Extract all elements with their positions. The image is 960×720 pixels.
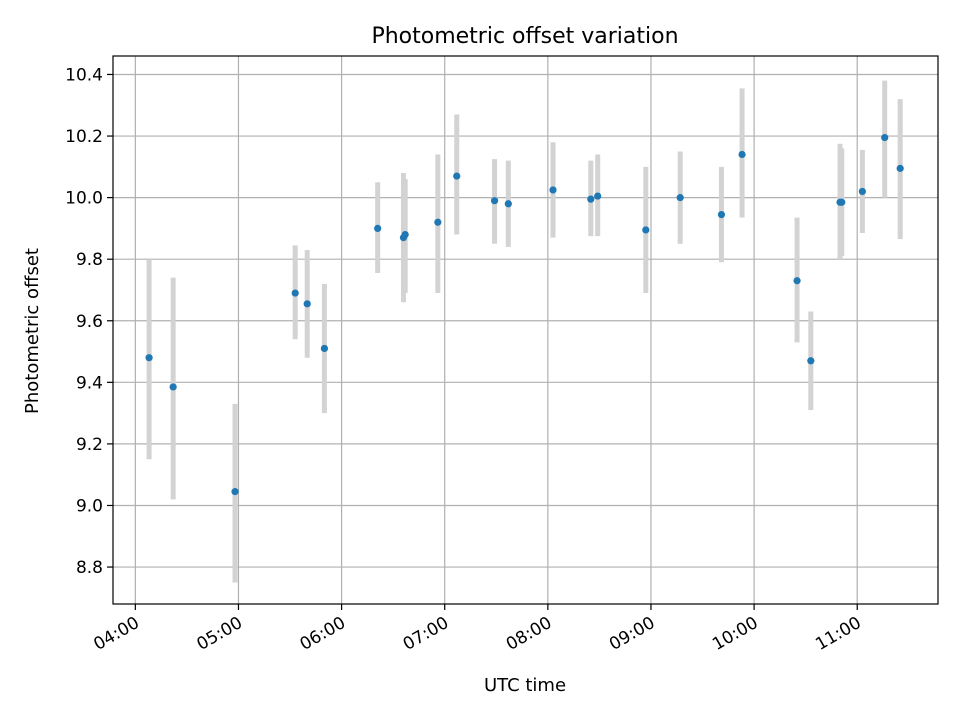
y-tick-label: 9.0 (76, 496, 103, 516)
data-point (320, 344, 329, 353)
data-point (401, 230, 409, 239)
x-tick-label: 10:00 (709, 613, 761, 655)
x-tick-label: 11:00 (812, 613, 864, 655)
data-points (145, 133, 904, 496)
data-point (793, 277, 801, 285)
x-tick-label: 06:00 (297, 613, 349, 655)
error-bars (146, 80, 903, 583)
x-axis-label: UTC time (484, 675, 566, 696)
data-point (642, 226, 650, 234)
data-point (587, 195, 595, 203)
y-tick-label: 9.8 (76, 250, 103, 270)
grid-lines (113, 56, 938, 604)
data-point (169, 383, 177, 391)
x-tick-label: 09:00 (606, 613, 658, 655)
y-tick-label: 10.2 (65, 127, 103, 147)
data-point (374, 224, 382, 233)
data-point (434, 218, 442, 226)
x-tick-label: 07:00 (400, 613, 452, 655)
chart-title: Photometric offset variation (371, 24, 678, 49)
x-tick-label: 08:00 (503, 613, 555, 655)
y-tick-label: 8.8 (76, 558, 103, 578)
data-point (490, 197, 499, 205)
data-point (896, 164, 904, 172)
data-point (738, 150, 746, 159)
x-tick-label: 05:00 (194, 613, 246, 655)
data-point (303, 300, 311, 308)
y-tick-label: 10.4 (65, 65, 103, 85)
data-point (594, 192, 602, 200)
data-point (881, 133, 889, 142)
data-point (717, 210, 726, 219)
data-point (676, 194, 684, 202)
plot-frame (112, 55, 939, 605)
data-point (291, 289, 299, 297)
y-tick-label: 9.6 (76, 312, 103, 332)
data-point (807, 357, 815, 365)
y-axis-label: Photometric offset (22, 248, 43, 414)
data-point (549, 186, 557, 194)
y-tick-label: 9.2 (76, 435, 103, 455)
data-point (145, 354, 153, 362)
y-tick-label: 9.4 (76, 373, 103, 393)
y-tick-label: 10.0 (65, 189, 103, 209)
data-point (504, 200, 512, 208)
data-point (453, 172, 461, 180)
data-point (231, 488, 239, 496)
data-point (838, 198, 846, 206)
x-tick-label: 04:00 (90, 613, 142, 655)
data-point (858, 187, 866, 196)
